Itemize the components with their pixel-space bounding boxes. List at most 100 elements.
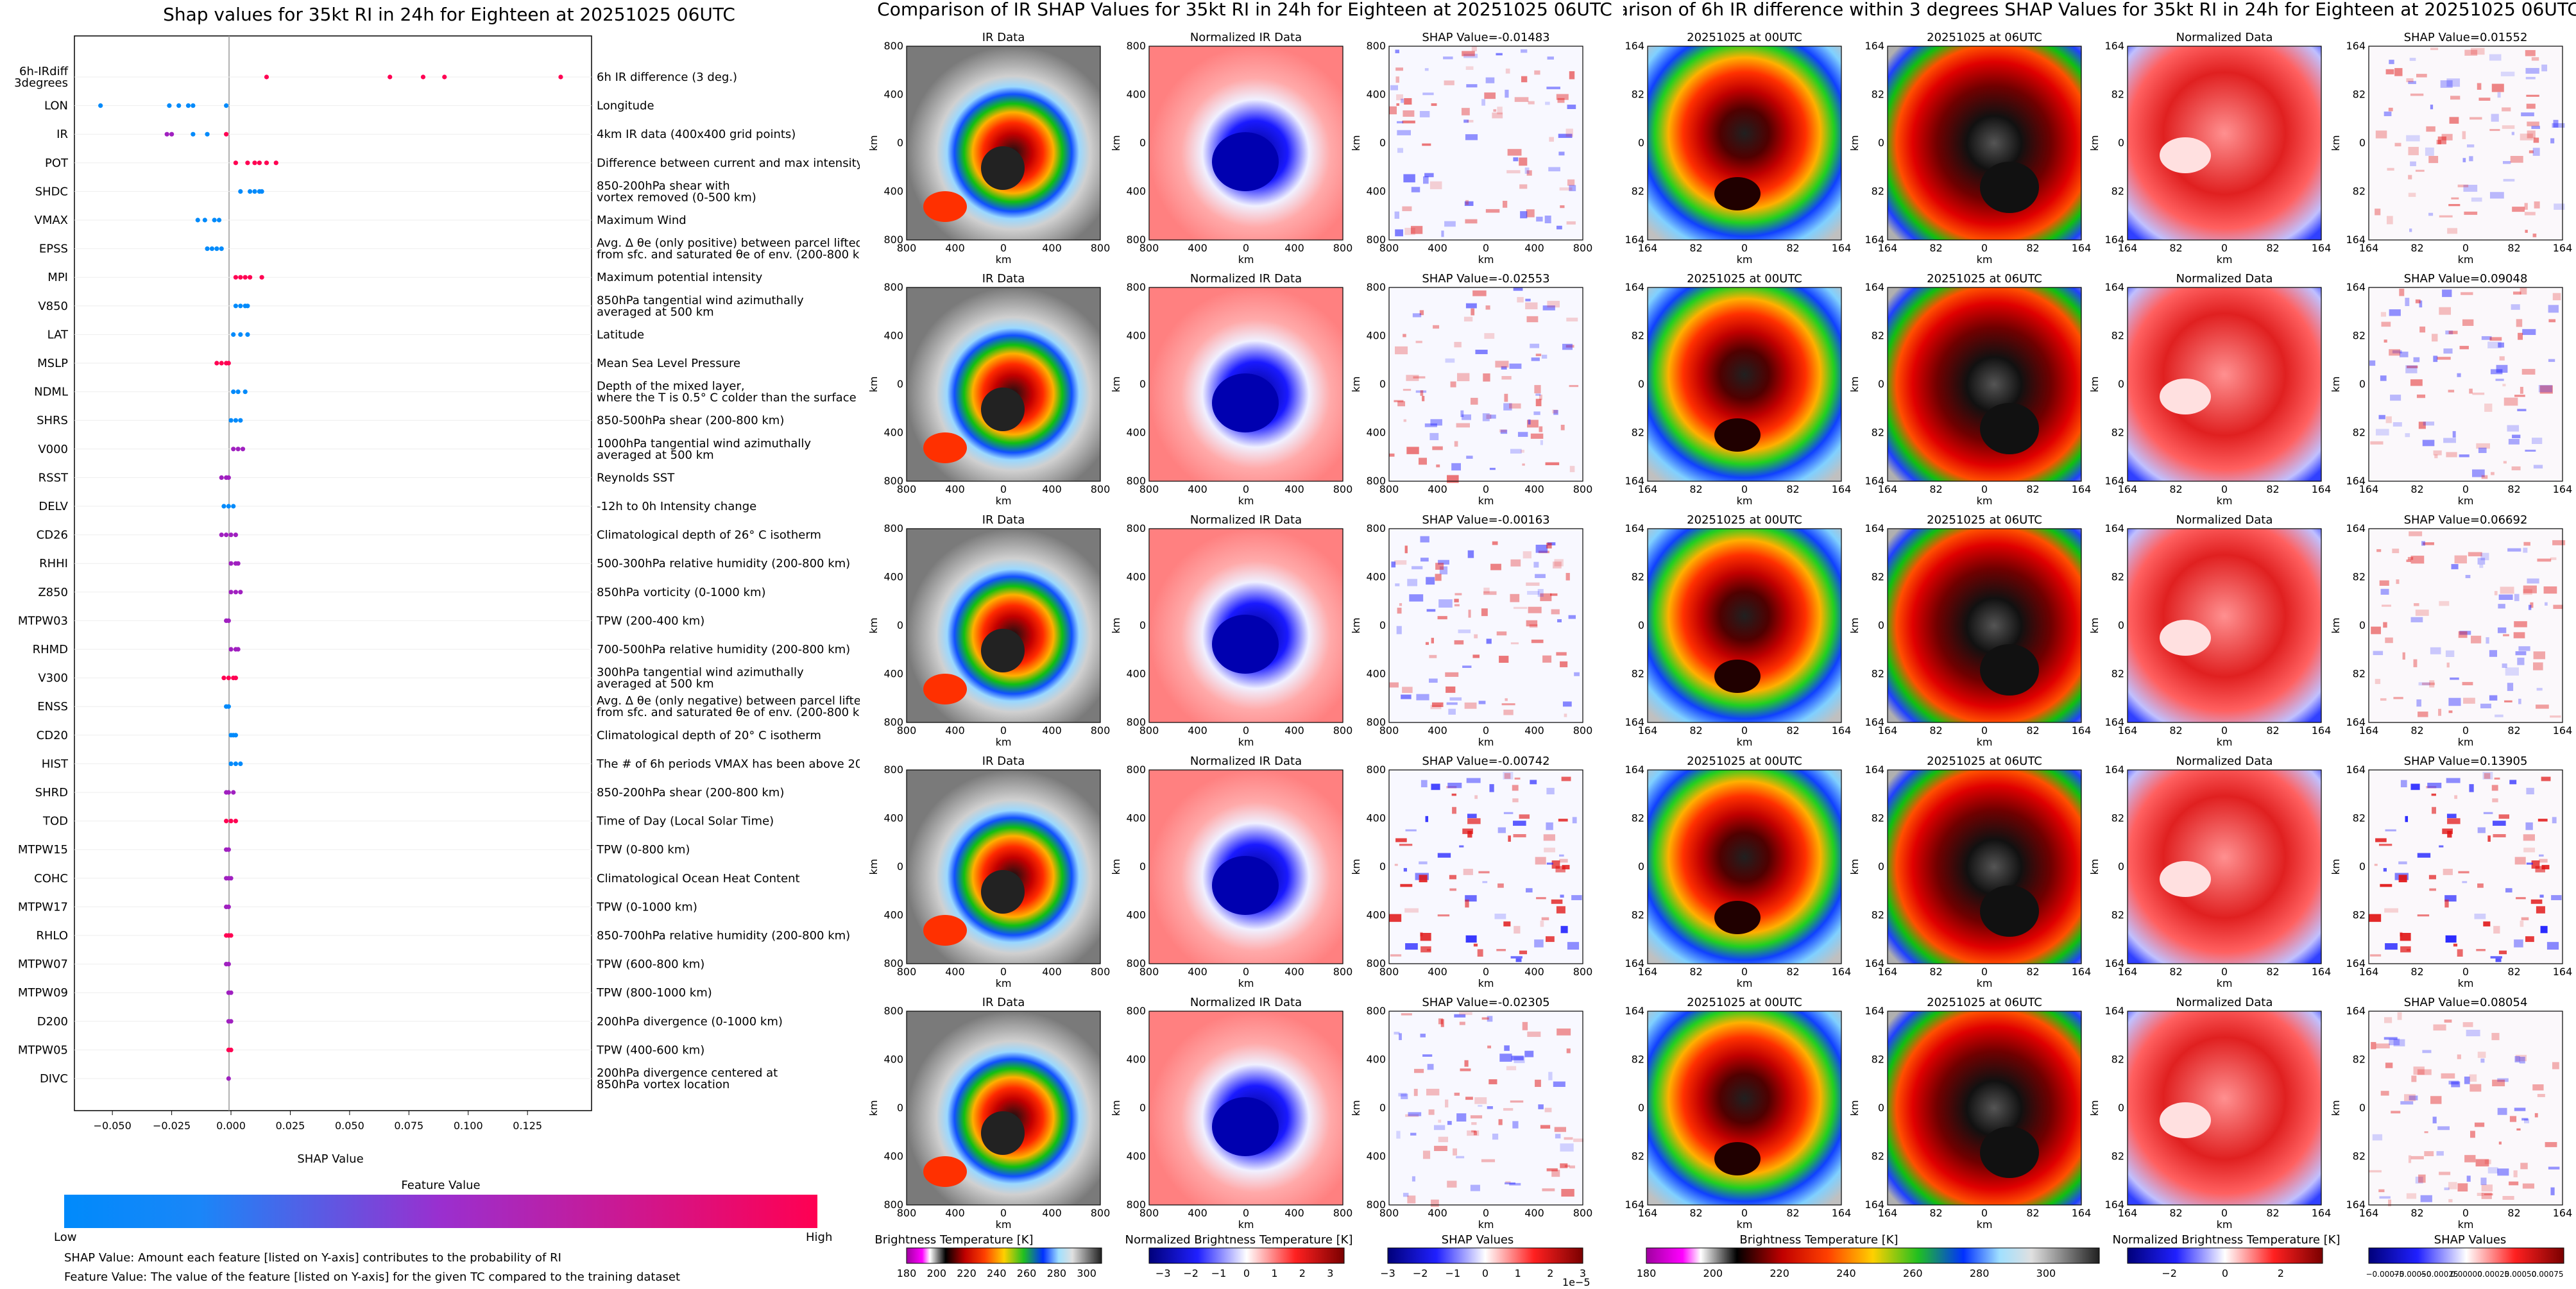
normalized-data-image xyxy=(2128,287,2321,481)
shap-cell xyxy=(2398,861,2407,865)
shap-cell xyxy=(2521,1118,2529,1121)
y-tick-label: 82 xyxy=(1872,1054,1884,1066)
shap-cell xyxy=(2413,357,2420,363)
shap-cell xyxy=(2389,60,2394,64)
shap-cell xyxy=(2484,773,2491,779)
x-tick-label: 82 xyxy=(2507,724,2520,737)
y-tick-label: 164 xyxy=(2104,475,2124,487)
shap-cell xyxy=(1439,566,1448,575)
axis-label-km: km xyxy=(1737,253,1753,266)
x-tick-label: 400 xyxy=(1042,724,1062,737)
shap-cell xyxy=(1502,200,1508,208)
shap-cell xyxy=(2463,185,2478,192)
shap-cell xyxy=(2552,293,2561,300)
shap-cell xyxy=(2534,201,2540,209)
y-tick-label: 400 xyxy=(1366,1150,1386,1163)
shap-cell xyxy=(1416,694,1429,701)
shap-point xyxy=(228,647,234,652)
shap-cell xyxy=(1493,109,1497,112)
shap-cell xyxy=(1486,638,1492,644)
shap-cell xyxy=(2423,542,2434,545)
x-tick-label: 82 xyxy=(1929,1207,1942,1219)
panel-title: 20251025 at 00UTC xyxy=(1687,755,1802,768)
shap-cell xyxy=(2540,926,2548,934)
shap-cell xyxy=(1565,128,1573,137)
shap-cell xyxy=(2512,207,2525,212)
normalized-data-image xyxy=(2128,770,2321,964)
feature-name-label: Z850 xyxy=(38,586,68,599)
shap-cell xyxy=(1566,221,1576,225)
y-tick-label: 164 xyxy=(1625,1005,1644,1017)
shap-cell xyxy=(1546,542,1552,549)
shap-cell xyxy=(1541,917,1549,921)
y-tick-label: 800 xyxy=(1126,1199,1146,1211)
x-tick-label: 0 xyxy=(1981,242,1988,254)
shap-cell xyxy=(1511,1055,1524,1061)
shap-point xyxy=(264,74,269,80)
right-cbar2 xyxy=(2127,1247,2323,1264)
colorbar-tick-label: 180 xyxy=(1637,1267,1657,1279)
feature-name-label: LAT xyxy=(47,328,69,341)
y-tick-label: 400 xyxy=(1366,909,1386,921)
feature-description-label: Avg. Δ θe (only positive) between parcel… xyxy=(597,237,860,250)
x-tick-label: 82 xyxy=(2266,483,2279,495)
panel-title: 20251025 at 06UTC xyxy=(1927,272,2042,286)
shap-cell xyxy=(1509,1182,1521,1186)
x-tick-label: 0 xyxy=(2462,242,2469,254)
shap-cell xyxy=(1473,943,1478,947)
shap-value-title: SHAP Value=-0.00163 xyxy=(1422,513,1549,527)
x-tick-label: 400 xyxy=(945,1207,965,1219)
x-tick-label: 164 xyxy=(1638,242,1658,254)
storm-core xyxy=(1980,162,2039,213)
shap-cell xyxy=(1510,1100,1524,1103)
x-tick-label: 0 xyxy=(1741,966,1748,978)
shap-cell xyxy=(1428,1109,1435,1115)
shap-cell xyxy=(2545,1141,2557,1147)
shap-cell xyxy=(1432,446,1443,450)
ir-00utc-image xyxy=(1648,1011,1841,1205)
x-tick-label: 800 xyxy=(1379,724,1399,737)
shap-cell xyxy=(2550,715,2561,718)
x-tick-label: 800 xyxy=(1139,1207,1159,1219)
colorbar-tick-label: 200 xyxy=(926,1267,946,1279)
feature-name-label: MPI xyxy=(47,271,68,284)
shap-cell xyxy=(1462,51,1475,56)
shap-cell xyxy=(2530,899,2543,904)
shap-cell xyxy=(2384,339,2387,343)
shap-cell xyxy=(1427,1064,1434,1070)
x-tick-label: 82 xyxy=(1689,483,1702,495)
ir-06utc-image xyxy=(1888,1011,2081,1205)
shap-cell xyxy=(1412,566,1423,570)
colorbar-tick-label: 300 xyxy=(1077,1267,1096,1279)
shap-cell xyxy=(1528,419,1531,425)
shap-cell xyxy=(2410,783,2420,790)
shap-cell xyxy=(2430,647,2441,654)
shap-cell xyxy=(1467,830,1472,838)
shap-cell xyxy=(2477,558,2486,565)
feature-description-label: Reynolds SST xyxy=(597,471,675,484)
shap-cell xyxy=(1422,396,1425,402)
x-tick-label: 164 xyxy=(2359,483,2379,495)
x-tick-label: 400 xyxy=(1524,483,1544,495)
shap-cell xyxy=(2407,557,2414,560)
x-tick-label: 400 xyxy=(1428,1207,1447,1219)
shap-cell xyxy=(1487,1045,1492,1048)
shap-cell xyxy=(1535,857,1546,865)
x-tick-label: 0 xyxy=(1483,724,1489,737)
shap-cell xyxy=(1433,1125,1446,1131)
shap-cell xyxy=(1389,914,1402,922)
axis-label-km: km xyxy=(2088,135,2101,151)
shap-cell xyxy=(1566,1048,1571,1054)
shap-cell xyxy=(1512,798,1519,803)
shap-point xyxy=(185,103,191,108)
shap-point xyxy=(214,361,219,366)
shap-point xyxy=(205,132,210,137)
shap-cell xyxy=(2369,914,2382,922)
shap-cell xyxy=(1561,1189,1574,1197)
storm-core xyxy=(981,146,1025,190)
y-tick-label: 164 xyxy=(1864,764,1884,776)
shap-cell xyxy=(1410,226,1423,234)
shap-cell xyxy=(2375,429,2389,436)
shap-cell xyxy=(1567,105,1576,109)
shap-cell xyxy=(2430,47,2439,51)
